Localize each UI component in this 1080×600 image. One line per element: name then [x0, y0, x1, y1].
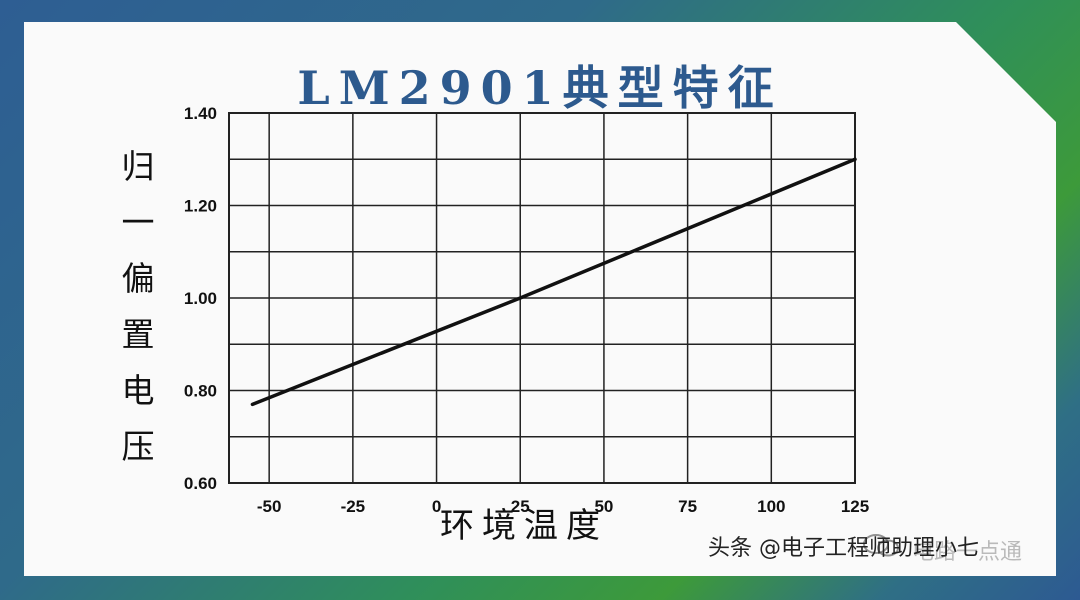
- x-tick-label: 100: [757, 497, 785, 516]
- x-axis-label: 环境温度: [440, 506, 608, 546]
- y-axis-label-char: 归: [121, 147, 155, 186]
- wechat-logo-icon: [863, 534, 899, 557]
- y-axis-label-char: 偏: [121, 259, 155, 298]
- series-layer: [250, 157, 857, 407]
- y-axis-label-char: 一: [121, 203, 155, 242]
- x-tick-label: 50: [594, 497, 613, 516]
- y-tick-label: 1.40: [184, 104, 217, 123]
- x-tick-label: -25: [341, 497, 366, 516]
- watermark-overlay: 电路一点通: [912, 540, 1023, 565]
- y-axis-label-char: 压: [121, 427, 155, 466]
- watermark-text: 头条 @电子工程师助理小七: [708, 536, 979, 561]
- x-tick-label: 0: [432, 497, 441, 516]
- y-tick-label: 0.60: [184, 474, 217, 493]
- chart-title: LM2901典型特征: [297, 61, 783, 115]
- x-tick-label: 75: [678, 497, 697, 516]
- watermark: 头条 @电子工程师助理小七: [708, 530, 979, 562]
- y-tick-labels: 0.60 0.80 1.00 1.20 1.40: [184, 104, 217, 493]
- y-tick-label: 1.00: [184, 289, 217, 308]
- grid: [228, 112, 856, 484]
- y-axis-label-char: 置: [121, 315, 155, 354]
- y-axis-label-char: 电: [121, 371, 155, 410]
- y-tick-label: 1.20: [184, 197, 217, 216]
- y-tick-label: 0.80: [184, 382, 217, 401]
- x-tick-label: 125: [841, 497, 869, 516]
- x-tick-label: -50: [257, 497, 282, 516]
- series-line: [250, 157, 857, 407]
- x-tick-label: 25: [511, 497, 530, 516]
- x-tick-labels: -50 -25 0 25 50 75 100 125: [257, 497, 869, 516]
